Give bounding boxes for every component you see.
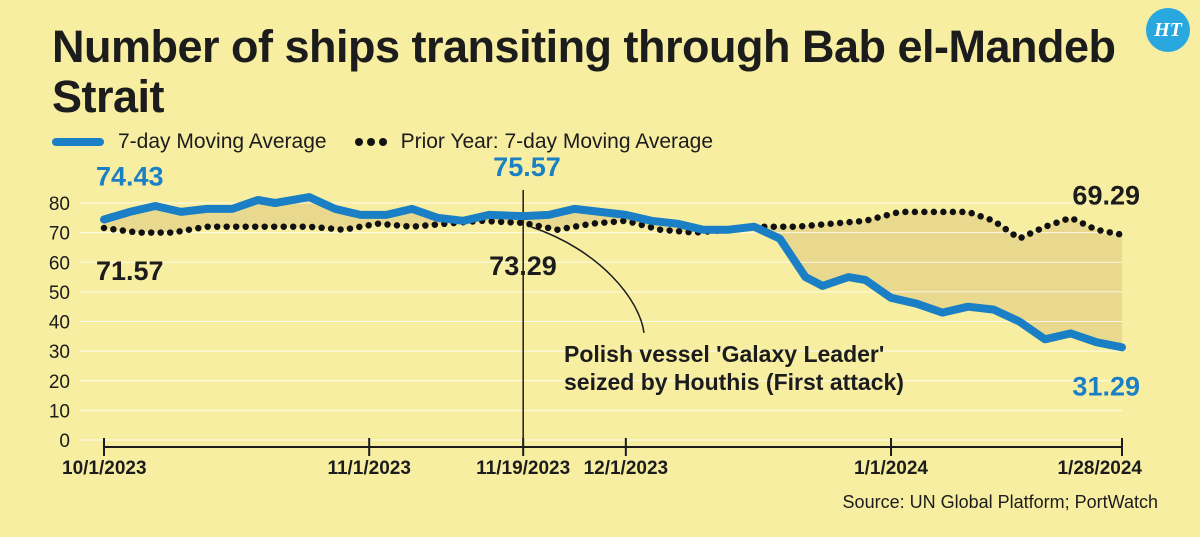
y-tick-label: 30 [49, 342, 70, 363]
source-note: Source: UN Global Platform; PortWatch [842, 492, 1158, 512]
y-tick-label: 70 [49, 224, 70, 245]
x-tick-label: 11/19/2023 [476, 458, 570, 479]
y-tick-label: 80 [49, 194, 70, 215]
series-current-line [100, 193, 1126, 352]
data-label: 73.29 [489, 251, 557, 281]
data-label: 74.43 [96, 162, 164, 192]
data-label: 69.29 [1072, 181, 1140, 211]
data-label: 75.57 [493, 152, 561, 182]
y-tick-label: 40 [49, 313, 70, 334]
data-label: 71.57 [96, 256, 164, 286]
y-tick-label: 0 [59, 431, 70, 452]
data-label: 31.29 [1072, 371, 1140, 401]
annotation-leader [530, 226, 645, 333]
y-tick-label: 50 [49, 283, 70, 304]
x-tick-label: 10/1/2023 [62, 458, 147, 479]
legend: 7-day Moving Average Prior Year: 7-day M… [52, 128, 713, 156]
legend-label-prior: Prior Year: 7-day Moving Average [400, 130, 714, 153]
y-tick-label: 60 [49, 253, 70, 274]
annotation-text: Polish vessel 'Galaxy Leader' [564, 341, 884, 367]
x-tick-label: 11/1/2023 [327, 458, 410, 479]
x-tick-label: 1/28/2024 [1057, 458, 1142, 479]
annotation-text: seized by Houthis (First attack) [564, 369, 904, 395]
legend-line-swatch [52, 138, 104, 146]
gap-area [104, 197, 1122, 348]
legend-dots-swatch [354, 138, 387, 146]
chart-title: Number of ships transiting through Bab e… [52, 21, 1116, 122]
y-tick-label: 10 [49, 401, 70, 422]
x-tick-label: 1/1/2024 [854, 458, 928, 479]
legend-label-current: 7-day Moving Average [118, 130, 327, 153]
ht-logo: HT [1146, 8, 1190, 52]
y-tick-label: 20 [49, 372, 70, 393]
x-tick-label: 12/1/2023 [584, 458, 669, 479]
series-prior-line [100, 208, 1126, 243]
